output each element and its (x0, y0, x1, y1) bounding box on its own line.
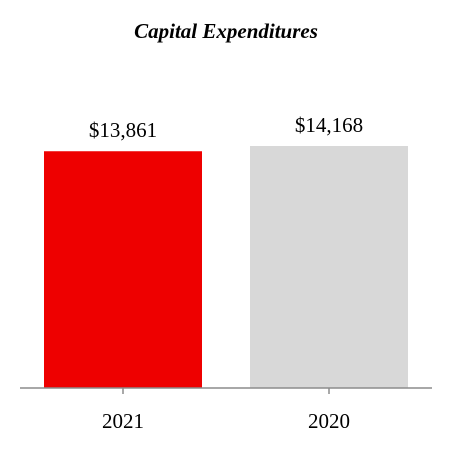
x-tick-label-2021: 2021 (102, 409, 144, 433)
data-label-2021: $13,861 (89, 118, 157, 142)
data-label-2020: $14,168 (295, 113, 363, 137)
bar-2021 (44, 151, 202, 388)
x-tick-label-2020: 2020 (308, 409, 350, 433)
bars-layer (44, 146, 408, 388)
bar-2020 (250, 146, 408, 388)
chart-title: Capital Expenditures (134, 19, 318, 43)
labels-layer: $13,861 2021 $14,168 2020 (89, 113, 363, 433)
